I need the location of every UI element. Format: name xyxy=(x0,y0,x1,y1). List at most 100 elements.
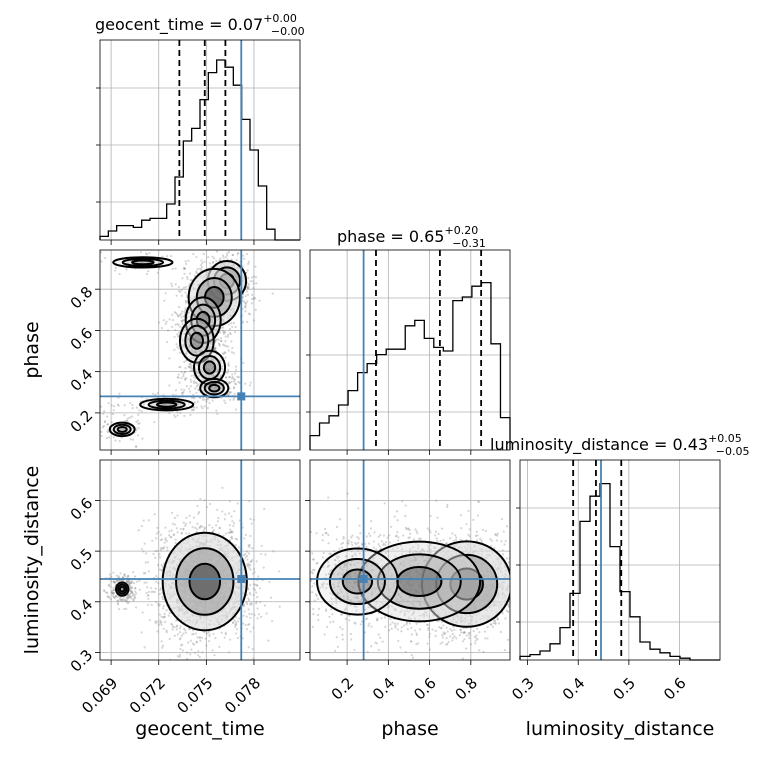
sample-point xyxy=(414,558,417,561)
sample-point xyxy=(242,300,246,303)
sample-point xyxy=(184,378,187,382)
sample-point xyxy=(251,293,254,296)
sample-point xyxy=(415,590,418,593)
contour-line xyxy=(116,583,128,595)
sample-point xyxy=(178,381,181,384)
panel-content xyxy=(100,460,300,676)
sample-point xyxy=(214,339,217,342)
sample-point xyxy=(207,368,210,371)
sample-point xyxy=(128,580,131,583)
sample-point xyxy=(88,266,90,268)
sample-point xyxy=(156,564,160,567)
sample-point xyxy=(141,611,144,614)
sample-point xyxy=(180,644,183,647)
sample-point xyxy=(400,548,404,551)
sample-point xyxy=(386,565,390,568)
sample-point xyxy=(230,515,233,518)
contour-line xyxy=(178,317,215,364)
sample-point xyxy=(106,595,109,598)
sample-point xyxy=(199,330,202,333)
sample-point xyxy=(128,581,131,584)
sample-point xyxy=(256,607,259,610)
sample-point xyxy=(230,351,234,354)
sample-point xyxy=(233,619,237,623)
sample-point xyxy=(242,604,245,607)
sample-point xyxy=(197,650,200,653)
sample-point xyxy=(125,595,128,599)
sample-point xyxy=(179,411,182,414)
contour-line xyxy=(156,401,178,408)
sample-point xyxy=(223,351,226,354)
sample-point xyxy=(393,607,396,610)
sample-point xyxy=(507,604,510,607)
sample-point xyxy=(228,250,231,254)
sample-point xyxy=(217,342,220,345)
sample-point xyxy=(244,305,247,308)
sample-point xyxy=(220,386,223,389)
sample-point xyxy=(189,413,192,417)
scatter-geocent-time-luminosity-panel xyxy=(95,459,301,676)
sample-point xyxy=(188,514,191,517)
contour-line xyxy=(208,383,221,393)
sample-point xyxy=(201,329,204,333)
sample-point xyxy=(155,532,158,535)
sample-point xyxy=(198,674,200,676)
sample-point xyxy=(338,518,341,521)
sample-point xyxy=(183,272,186,275)
sample-point xyxy=(147,597,150,600)
sample-point xyxy=(195,371,198,374)
sample-point xyxy=(94,249,96,251)
sample-point xyxy=(208,369,212,372)
sample-point xyxy=(370,645,373,648)
sample-point xyxy=(175,527,178,530)
sample-point xyxy=(173,348,176,351)
density-level xyxy=(204,381,224,395)
sample-point xyxy=(164,538,167,542)
sample-point xyxy=(189,378,192,381)
sample-point xyxy=(197,375,200,378)
sample-point xyxy=(247,544,250,547)
sample-point xyxy=(469,643,473,646)
sample-point xyxy=(212,365,215,368)
sample-point xyxy=(130,415,134,418)
sample-point xyxy=(187,337,190,341)
sample-point xyxy=(550,595,552,597)
sample-point xyxy=(127,580,130,583)
sample-point xyxy=(189,363,193,366)
sample-point xyxy=(140,524,143,528)
sample-point xyxy=(311,572,314,575)
sample-point xyxy=(103,420,107,424)
sample-point xyxy=(267,639,270,642)
sample-point xyxy=(237,376,240,379)
sample-point xyxy=(155,537,158,540)
sample-point xyxy=(177,373,180,376)
sample-point xyxy=(229,528,232,531)
sample-point xyxy=(231,373,234,376)
sample-point xyxy=(356,596,359,599)
sample-point xyxy=(208,364,211,367)
sample-point xyxy=(188,344,191,348)
sample-point xyxy=(428,632,431,635)
sample-point xyxy=(206,352,209,355)
density-level xyxy=(189,563,221,600)
sample-point xyxy=(109,598,113,601)
sample-point xyxy=(84,270,86,272)
sample-point xyxy=(442,538,445,542)
panel-frame xyxy=(99,39,301,241)
sample-point xyxy=(290,566,292,568)
sample-point xyxy=(340,613,343,616)
sample-point xyxy=(100,430,103,433)
sample-point xyxy=(253,613,256,617)
sample-point xyxy=(189,653,192,656)
sample-point xyxy=(459,628,462,632)
sample-point xyxy=(143,581,146,584)
sample-point xyxy=(123,428,126,431)
sample-point xyxy=(407,610,410,613)
sample-point xyxy=(135,420,138,424)
sample-point xyxy=(206,369,209,372)
sample-point xyxy=(216,520,219,523)
sample-point xyxy=(177,402,180,406)
sample-point xyxy=(271,619,274,623)
sample-point xyxy=(164,322,167,325)
sample-point xyxy=(162,607,165,610)
